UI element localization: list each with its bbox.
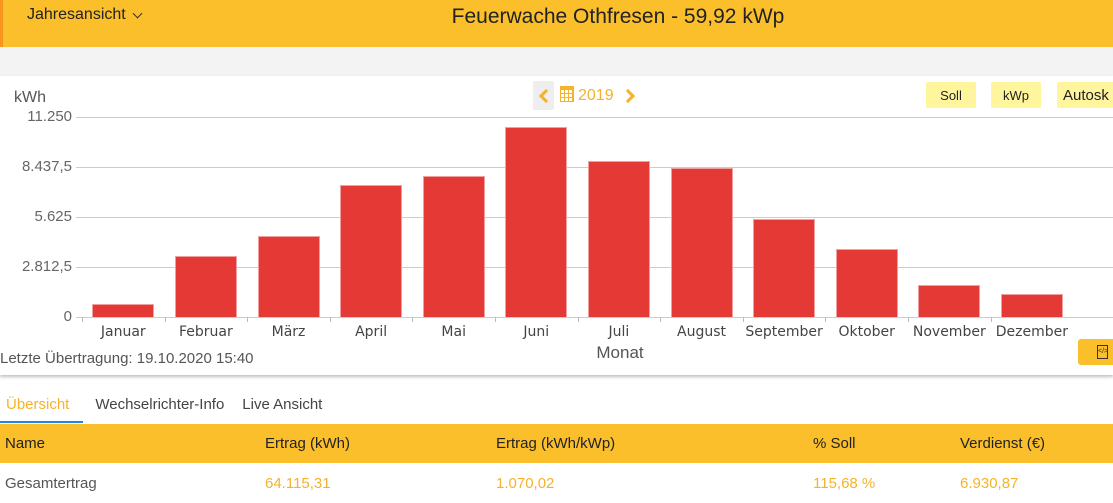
cell-name: Gesamtertrag [5, 474, 97, 492]
bar-august[interactable] [670, 168, 733, 317]
year-picker[interactable]: 2019 [559, 86, 614, 105]
bar-juni[interactable] [505, 127, 568, 317]
x-tick-label: September [745, 324, 823, 340]
tab-wechselrichter-info[interactable]: Wechselrichter-Info [95, 396, 225, 413]
x-tick-label: Januar [100, 324, 146, 340]
x-tick [990, 317, 992, 322]
bar-april[interactable] [340, 185, 403, 317]
x-tick-label: Oktober [838, 324, 895, 340]
column-header-ertrag-kwh-kwp: Ertrag (kWh/kWp) [496, 435, 616, 452]
x-tick-label: April [355, 324, 388, 340]
chart-card: kWh 2019 Soll kWp Autosk 0 2.812,5 5.625 8.… [0, 76, 1113, 375]
x-tick [495, 317, 496, 322]
tab-bar: Übersicht Wechselrichter-Info Live Ansic… [0, 387, 334, 423]
x-tick [82, 317, 83, 322]
page-title: Feuerwache Othfresen - 59,92 kWp [451, 5, 785, 28]
column-header-name: Name [5, 435, 46, 452]
x-tick-label: März [271, 324, 306, 340]
cell-soll: 115,68 % [813, 474, 876, 492]
x-tick [577, 317, 579, 322]
tab-live-ansicht[interactable]: Live Ansicht [242, 396, 323, 413]
x-tick [660, 317, 662, 322]
y-tick-label: 11.250 [27, 108, 72, 125]
x-tick-label: Dezember [995, 324, 1069, 340]
column-header-verdienst: Verdienst (€) [960, 435, 1046, 452]
x-tick-label: Juni [523, 324, 550, 340]
bar-januar[interactable] [92, 304, 155, 317]
last-transfer-text: Letzte Übertragung: 19.10.2020 15:40 [0, 350, 254, 367]
x-tick [825, 317, 827, 322]
calendar-icon [559, 86, 574, 102]
x-tick [329, 317, 331, 322]
cell-ertrag-kwh: 64.115,31 [265, 474, 331, 492]
bar-mai[interactable] [422, 176, 485, 317]
x-tick [908, 317, 909, 322]
code-file-icon: </> [1097, 345, 1108, 359]
view-select-label: Jahresansicht [27, 6, 126, 23]
x-tick-label: Juli [608, 324, 630, 340]
spacer [0, 47, 1113, 76]
y-tick-label: 2.812,5 [21, 258, 72, 275]
summary-table: Name Ertrag (kWh) Ertrag (kWh/kWp) % Sol… [0, 424, 1113, 503]
column-header-ertrag-kwh: Ertrag (kWh) [265, 435, 351, 452]
bar-november[interactable] [918, 285, 981, 317]
previous-year-button[interactable] [533, 81, 554, 110]
bar-juli[interactable] [587, 161, 650, 317]
y-tick-label: 0 [63, 308, 72, 325]
x-tick-label: November [912, 324, 986, 340]
bar-oktober[interactable] [835, 249, 898, 317]
bar-märz[interactable] [257, 236, 320, 317]
top-header: Jahresansicht Feuerwache Othfresen - 59,… [0, 0, 1113, 47]
x-tick [247, 317, 249, 322]
bar-dezember[interactable] [1000, 293, 1063, 317]
table-row: Gesamtertrag 64.115,31 1.070,02 115,68 %… [0, 463, 1113, 503]
soll-toggle-button[interactable]: Soll [926, 82, 976, 108]
export-button[interactable]: </> [1078, 339, 1113, 365]
autoscale-toggle-button[interactable]: Autosk [1057, 82, 1113, 108]
bar-september[interactable] [753, 219, 816, 317]
cell-verdienst: 6.930,87 [960, 474, 1019, 492]
y-tick-label: 5.625 [34, 208, 72, 225]
gridline [76, 317, 1113, 318]
bar-chart: 0 2.812,5 5.625 8.437,5 11.250 Januar Februar M… [0, 76, 1113, 375]
x-axis-title: Monat [596, 343, 644, 362]
table-header: Name Ertrag (kWh) Ertrag (kWh/kWp) % Sol… [0, 424, 1113, 463]
x-tick-label: Mai [441, 324, 466, 340]
x-tick [164, 317, 166, 322]
view-select-dropdown[interactable]: Jahresansicht [27, 6, 143, 24]
x-tick [412, 317, 414, 322]
bar-februar[interactable] [174, 255, 237, 317]
year-navigation: 2019 [533, 81, 641, 110]
cell-ertrag-kwh-kwp: 1.070,02 [496, 474, 555, 492]
x-tick-label: Februar [179, 324, 233, 340]
tab-uebersicht[interactable]: Übersicht [0, 387, 84, 423]
y-tick-label: 8.437,5 [21, 158, 72, 175]
y-axis-title: kWh [14, 89, 46, 106]
x-tick [742, 317, 744, 322]
x-tick-label: August [677, 324, 726, 340]
gridline [76, 117, 1113, 118]
kwp-toggle-button[interactable]: kWp [991, 82, 1041, 108]
year-label: 2019 [578, 86, 614, 104]
column-header-soll: % Soll [813, 435, 856, 452]
